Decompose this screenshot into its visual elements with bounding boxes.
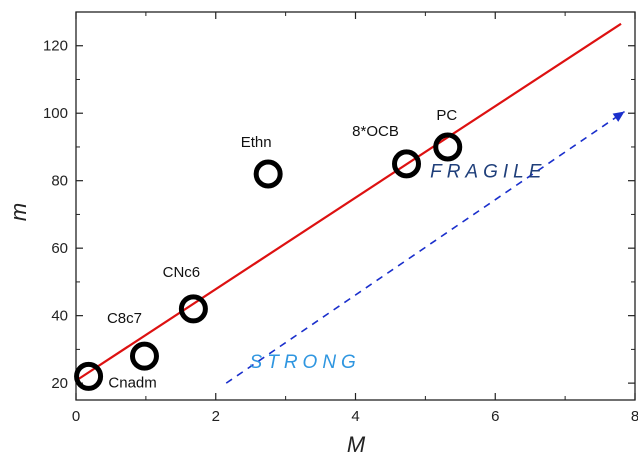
y-tick-label: 80 xyxy=(51,173,68,190)
data-point-marker xyxy=(74,361,104,391)
data-point-label: CNc6 xyxy=(163,264,201,281)
x-tick-label: 2 xyxy=(212,408,220,425)
axis-ticks xyxy=(75,11,636,400)
fit-line xyxy=(76,22,622,381)
x-tick-label: 6 xyxy=(491,408,499,425)
data-point-marker xyxy=(253,159,283,189)
chart-annotations: FRAGILE STRONG xyxy=(250,161,546,373)
x-tick-label: 4 xyxy=(351,408,359,425)
data-point-label: C8c7 xyxy=(107,310,142,327)
annotation-text: FRAGILE xyxy=(430,161,546,182)
data-point-label: Ethn xyxy=(241,134,272,151)
arrow-head xyxy=(612,111,625,122)
data-points xyxy=(74,132,463,391)
data-point-label: 8*OCB xyxy=(352,123,399,140)
x-axis-title: M xyxy=(347,432,366,457)
data-point-label: Cnadm xyxy=(108,374,156,391)
data-point-marker xyxy=(129,341,159,371)
data-point-label: PC xyxy=(436,107,457,124)
y-tick-label: 40 xyxy=(51,308,68,325)
data-point-marker xyxy=(178,294,208,324)
data-point-marker xyxy=(392,149,422,179)
chart-series xyxy=(76,22,625,384)
axis-tick-labels: 0 2 4 6 8 20 40 60 80 100 120 xyxy=(43,38,638,425)
annotation-text: STRONG xyxy=(250,352,361,373)
dashed-arrow-line xyxy=(225,110,625,384)
y-axis-title: m xyxy=(6,203,31,221)
x-tick-label: 8 xyxy=(631,408,638,425)
y-tick-label: 120 xyxy=(43,38,68,55)
y-tick-label: 20 xyxy=(51,375,68,392)
data-point-marker xyxy=(433,132,463,162)
data-point-labels: Cnadm C8c7 CNc6 Ethn 8*OCB PC xyxy=(107,107,457,391)
y-tick-label: 100 xyxy=(43,105,68,122)
x-tick-label: 0 xyxy=(72,408,80,425)
y-tick-label: 60 xyxy=(51,240,68,257)
